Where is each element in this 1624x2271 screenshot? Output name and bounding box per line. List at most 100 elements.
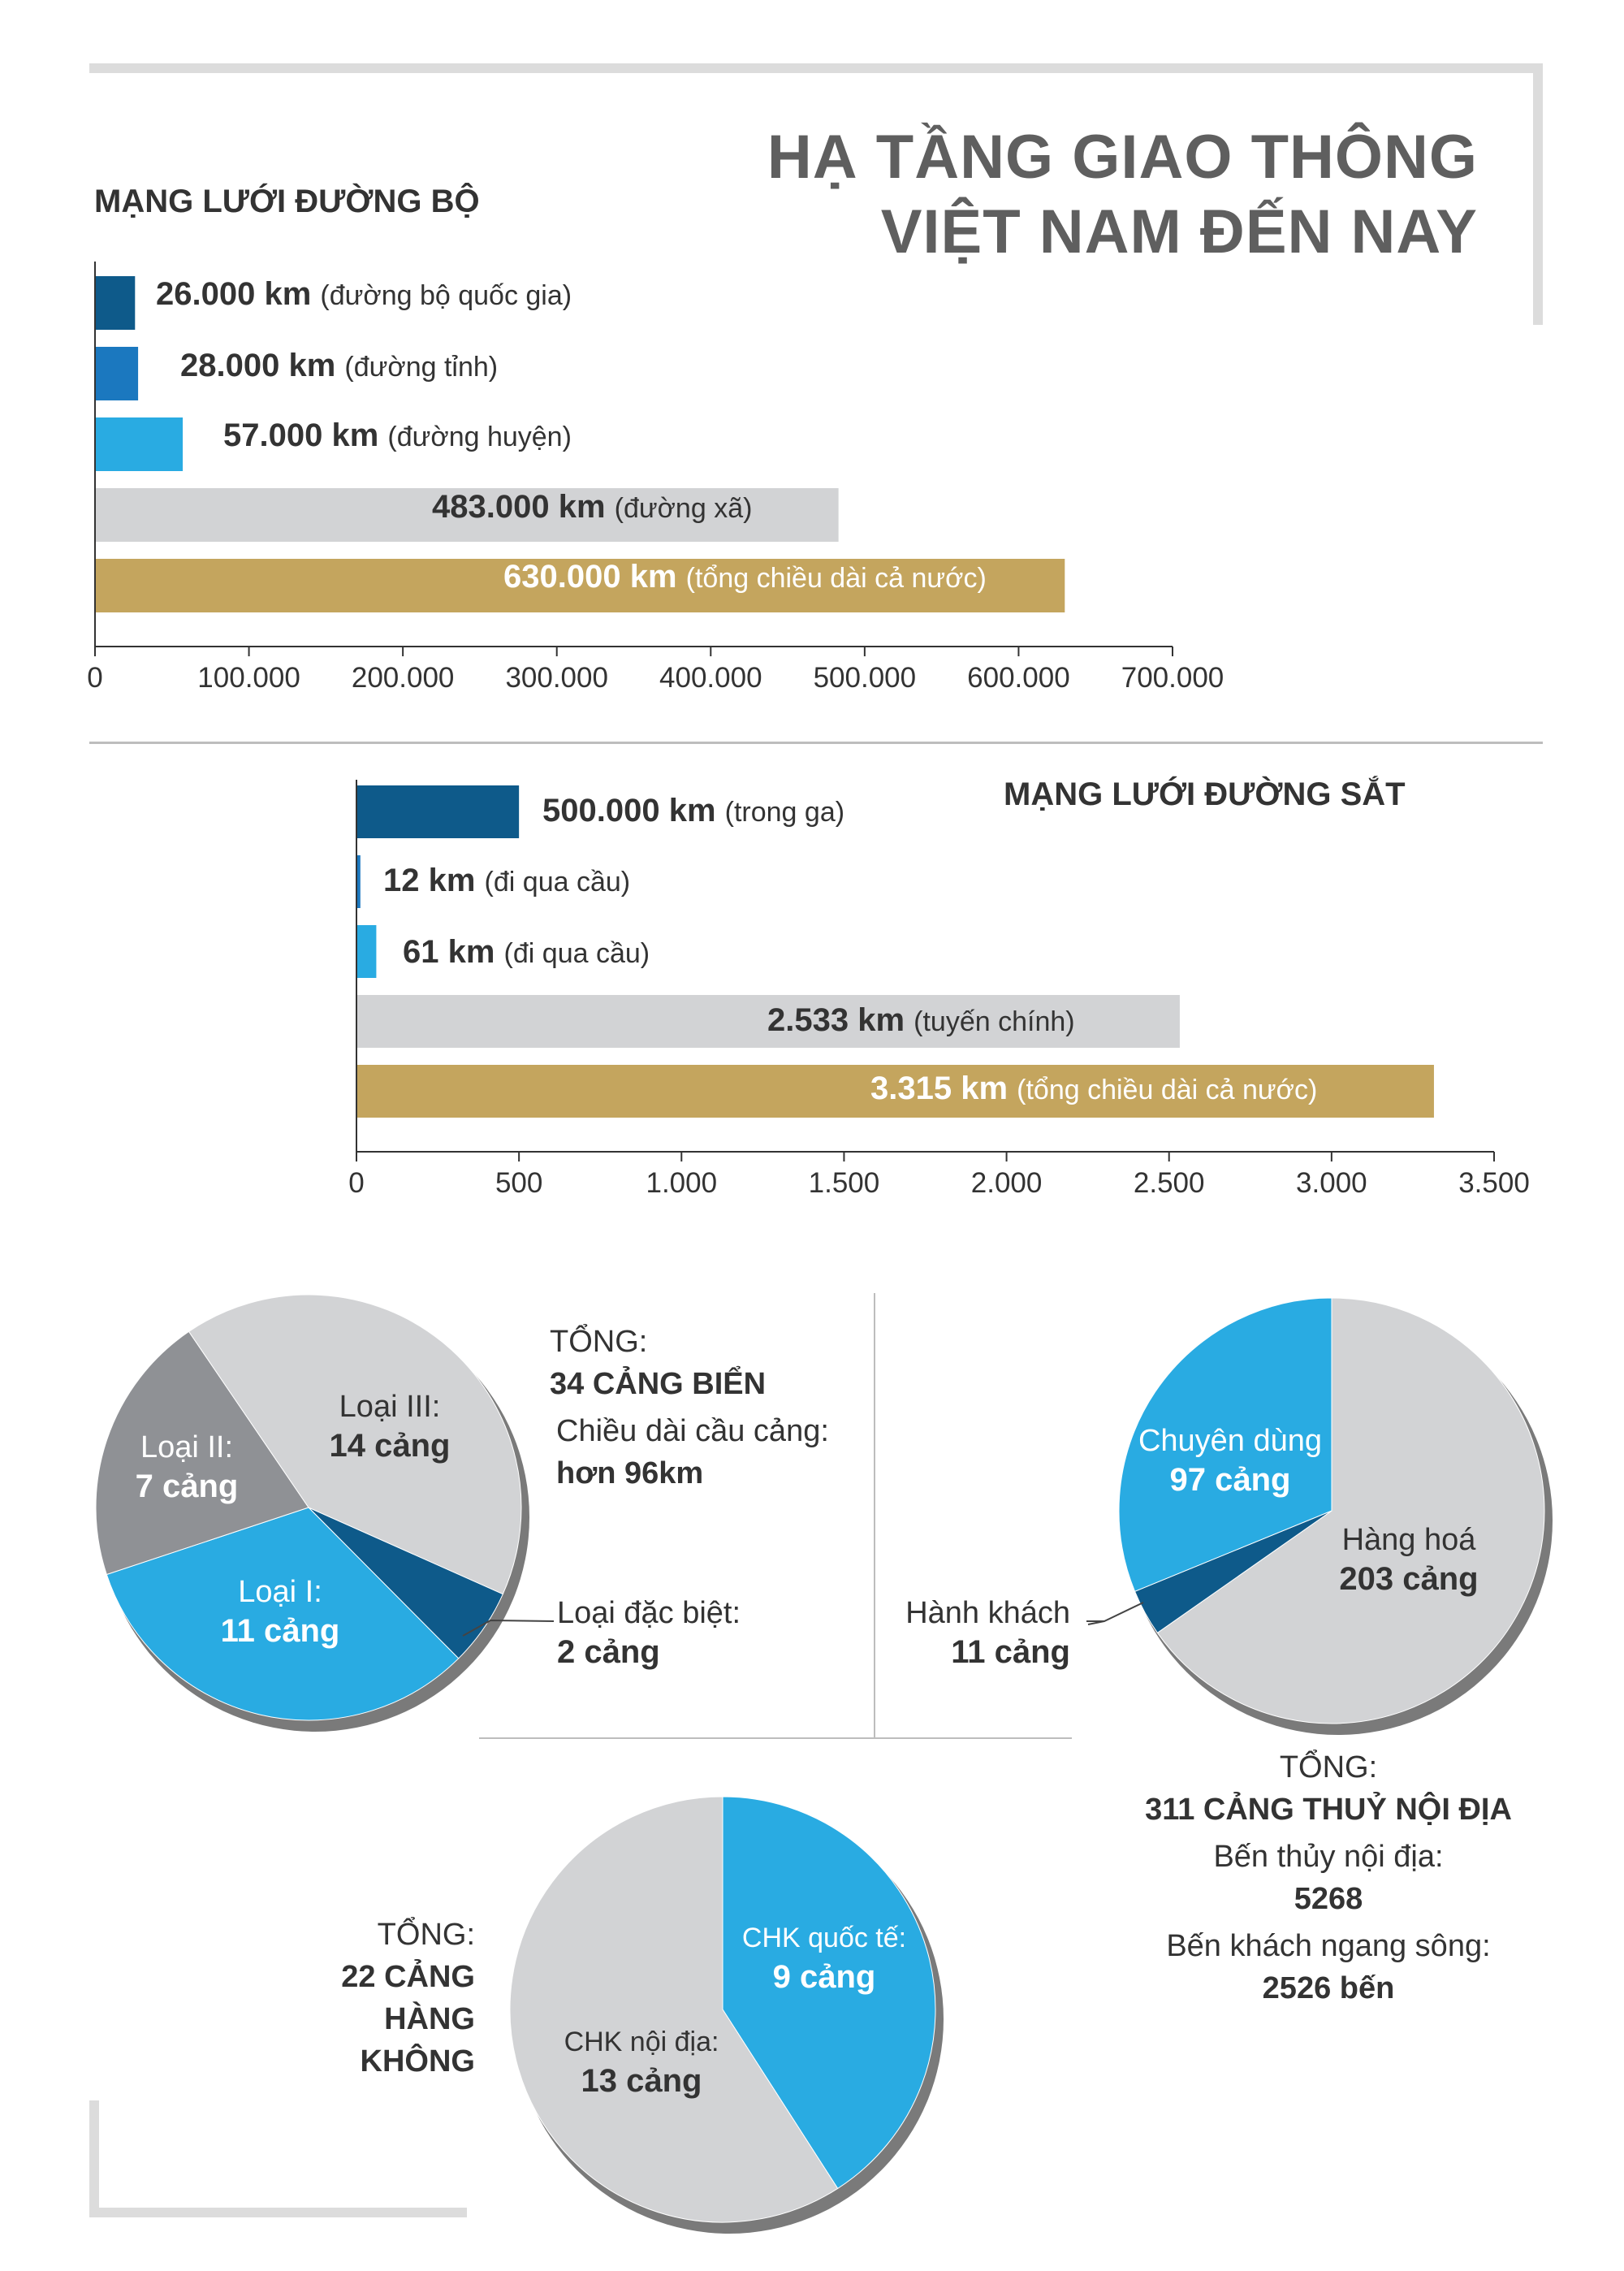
inland-passenger-value: 11 cảng xyxy=(951,1634,1070,1670)
seaport-berth-label: Chiều dài cầu cảng: xyxy=(556,1414,829,1448)
seaport-type1-value: 11 cảng xyxy=(220,1613,340,1649)
inland-ferry-label: Bến khách ngang sông: xyxy=(1166,1929,1491,1963)
rail-bar-label-station: 500.000 km (trong ga) xyxy=(542,793,845,828)
rail-bar xyxy=(356,785,520,838)
inland-pie-slice xyxy=(1118,1297,1332,1593)
road-bar xyxy=(95,488,839,542)
road-bar-label-national: 26.000 km (đường bộ quốc gia) xyxy=(156,276,572,312)
rail-tick-label: 500 xyxy=(495,1167,542,1199)
airport-label-international: CHK quốc tế: 9 cảng xyxy=(727,1918,922,1996)
main-title: HẠ TẦNG GIAO THÔNG VIỆT NAM ĐẾN NAY xyxy=(767,120,1478,270)
rail-section-title: MẠNG LƯỚI ĐƯỜNG SẮT xyxy=(1004,776,1406,812)
ports-horizontal-divider xyxy=(479,1737,1072,1739)
road-tick-label: 200.000 xyxy=(352,662,455,694)
seaport-type1-label: Loại I: xyxy=(238,1575,322,1609)
airport-total-line3: KHÔNG xyxy=(360,2044,475,2079)
rail-bar xyxy=(356,1065,1434,1118)
seaport-pie-slice xyxy=(95,1330,309,1576)
rail-tick-label: 1.000 xyxy=(646,1167,717,1199)
seaport-special-value: 2 cảng xyxy=(557,1634,660,1670)
inland-passenger-label: Hành khách xyxy=(905,1596,1070,1630)
airport-label-domestic: CHK nội địa: 13 cảng xyxy=(552,2022,731,2100)
road-bar-label-commune: 483.000 km (đường xã) xyxy=(432,489,753,525)
road-tick-label: 400.000 xyxy=(659,662,762,694)
road-bar-label-total: 630.000 km (tổng chiều dài cả nước) xyxy=(503,559,987,595)
seaport-label-type2: Loại II: 7 cảng xyxy=(114,1428,260,1506)
frame-left-bottom-line xyxy=(89,2100,99,2217)
seaport-type3-label: Loại III: xyxy=(339,1390,441,1424)
rail-bar-label-total: 3.315 km (tổng chiều dài cả nước) xyxy=(870,1071,1318,1106)
road-bar-label-province: 28.000 km (đường tỉnh) xyxy=(180,348,499,383)
ports-vertical-divider xyxy=(874,1293,875,1738)
airport-total-label: TỔNG: xyxy=(377,1918,475,1952)
seaport-special-leader xyxy=(462,1619,555,1637)
road-tick-label: 100.000 xyxy=(197,662,300,694)
road-tick-label: 0 xyxy=(87,662,102,694)
inland-label-specialized: Chuyên dùng 97 cảng xyxy=(1125,1421,1336,1499)
inland-cargo-label: Hàng hoá xyxy=(1341,1523,1476,1557)
road-tick-label: 700.000 xyxy=(1121,662,1224,694)
airport-total-line2: HÀNG xyxy=(384,2002,475,2036)
road-tick-label: 500.000 xyxy=(814,662,917,694)
road-bar xyxy=(95,417,184,471)
airport-summary: TỔNG: 22 CẢNG HÀNG KHÔNG xyxy=(268,1914,475,2083)
inland-total-value: 311 CẢNG THUỶ NỘI ĐỊA xyxy=(1145,1793,1512,1827)
seaport-pie-slice xyxy=(188,1294,522,1595)
rail-bar xyxy=(356,925,377,978)
road-tick-label: 300.000 xyxy=(505,662,608,694)
seaport-total-label: TỔNG: xyxy=(550,1325,648,1359)
inland-total-label: TỔNG: xyxy=(1279,1750,1378,1784)
inland-label-passenger: Hành khách 11 cảng xyxy=(900,1594,1070,1672)
airport-international-label: CHK quốc tế: xyxy=(741,1923,907,1953)
airport-pie-slice xyxy=(509,1796,839,2223)
road-bar-label-district: 57.000 km (đường huyện) xyxy=(223,417,572,453)
seaport-summary: TỔNG: 34 CẢNG BIỂN Chiều dài cầu cảng: h… xyxy=(550,1321,829,1495)
section-divider xyxy=(89,742,1543,744)
seaport-pie-slice xyxy=(106,1507,460,1721)
inland-wharf-label: Bến thủy nội địa: xyxy=(1213,1840,1444,1874)
rail-tick-label: 0 xyxy=(348,1167,364,1199)
road-bar xyxy=(95,347,139,400)
seaport-label-special: Loại đặc biệt: 2 cảng xyxy=(557,1594,741,1672)
rail-bar xyxy=(356,995,1180,1048)
rail-bar-label-bridge-12: 12 km (đi qua cầu) xyxy=(383,863,631,898)
inland-wharf-value: 5268 xyxy=(1294,1882,1363,1916)
frame-right-line xyxy=(1533,63,1543,325)
rail-tick-label: 3.000 xyxy=(1296,1167,1367,1199)
airport-domestic-value: 13 cảng xyxy=(581,2063,702,2099)
rail-bar-label-bridge-61: 61 km (đi qua cầu) xyxy=(403,934,650,970)
rail-tick-label: 3.500 xyxy=(1458,1167,1530,1199)
rail-tick-label: 1.500 xyxy=(809,1167,880,1199)
airport-international-value: 9 cảng xyxy=(772,1959,876,1995)
seaport-label-type3: Loại III: 14 cảng xyxy=(313,1387,467,1465)
road-tick-label: 600.000 xyxy=(967,662,1070,694)
road-bar xyxy=(95,559,1065,612)
inland-specialized-label: Chuyên dùng xyxy=(1138,1424,1323,1458)
seaport-type2-value: 7 cảng xyxy=(135,1469,239,1504)
rail-bar-label-mainline: 2.533 km (tuyến chính) xyxy=(767,1002,1075,1038)
seaport-label-type1: Loại I: 11 cảng xyxy=(203,1572,357,1650)
airport-pie-slice xyxy=(722,1796,936,2190)
rail-tick-label: 2.000 xyxy=(971,1167,1043,1199)
inland-cargo-value: 203 cảng xyxy=(1339,1561,1479,1597)
seaport-type3-value: 14 cảng xyxy=(329,1428,451,1464)
frame-top-line xyxy=(89,63,1543,73)
inland-pie-slice xyxy=(1156,1297,1545,1724)
inland-ferry-value: 2526 bến xyxy=(1262,1971,1395,2005)
rail-bar xyxy=(356,855,361,908)
seaport-special-label: Loại đặc biệt: xyxy=(557,1596,741,1630)
inland-specialized-value: 97 cảng xyxy=(1169,1462,1291,1498)
rail-bar-chart: 0 500 1.000 1.500 2.000 2.500 3.000 3.500 xyxy=(348,780,1530,1199)
main-title-line2: VIỆT NAM ĐẾN NAY xyxy=(880,197,1478,266)
frame-bottom-line xyxy=(89,2208,467,2217)
airport-domestic-label: CHK nội địa: xyxy=(564,2027,719,2057)
seaport-type2-label: Loại II: xyxy=(140,1430,234,1464)
seaport-berth-value: hơn 96km xyxy=(556,1456,704,1490)
main-title-line1: HẠ TẦNG GIAO THÔNG xyxy=(767,123,1478,192)
rail-tick-label: 2.500 xyxy=(1134,1167,1205,1199)
inland-label-cargo: Hàng hoá 203 cảng xyxy=(1307,1520,1510,1598)
road-section-title: MẠNG LƯỚI ĐƯỜNG BỘ xyxy=(94,184,480,219)
airport-total-line1: 22 CẢNG xyxy=(341,1960,475,1994)
